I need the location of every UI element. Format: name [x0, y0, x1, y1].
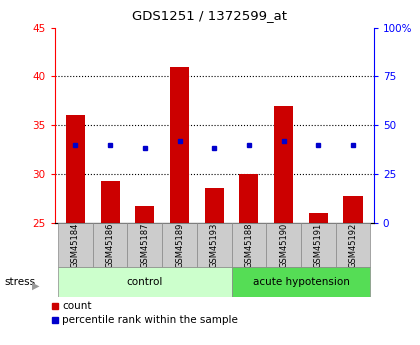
Text: GSM45186: GSM45186: [105, 222, 115, 268]
Bar: [274, 106, 293, 223]
Text: GSM45187: GSM45187: [140, 222, 149, 268]
Bar: [127, 223, 162, 267]
Bar: [239, 174, 258, 223]
Text: GSM45193: GSM45193: [210, 222, 219, 268]
Bar: [266, 223, 301, 267]
Bar: [58, 223, 93, 267]
Text: GSM45191: GSM45191: [314, 222, 323, 268]
Text: GDS1251 / 1372599_at: GDS1251 / 1372599_at: [132, 9, 288, 22]
Bar: [231, 267, 370, 297]
Text: GSM45192: GSM45192: [349, 222, 357, 268]
Bar: [100, 181, 120, 223]
Bar: [135, 206, 155, 223]
Text: count: count: [62, 301, 92, 311]
Bar: [170, 67, 189, 223]
Text: stress: stress: [4, 277, 35, 287]
Bar: [93, 223, 127, 267]
Bar: [58, 267, 231, 297]
Bar: [205, 188, 224, 223]
Text: acute hypotension: acute hypotension: [252, 277, 349, 287]
Text: GSM45190: GSM45190: [279, 222, 288, 268]
Text: GSM45184: GSM45184: [71, 222, 80, 268]
Text: control: control: [126, 277, 163, 287]
Bar: [66, 115, 85, 223]
Bar: [336, 223, 370, 267]
Bar: [301, 223, 336, 267]
Bar: [344, 196, 362, 223]
Text: GSM45188: GSM45188: [244, 222, 253, 268]
Text: GSM45189: GSM45189: [175, 222, 184, 268]
Bar: [231, 223, 266, 267]
Bar: [197, 223, 231, 267]
Bar: [309, 213, 328, 223]
Text: percentile rank within the sample: percentile rank within the sample: [62, 315, 238, 325]
Bar: [162, 223, 197, 267]
Text: ▶: ▶: [32, 281, 39, 291]
